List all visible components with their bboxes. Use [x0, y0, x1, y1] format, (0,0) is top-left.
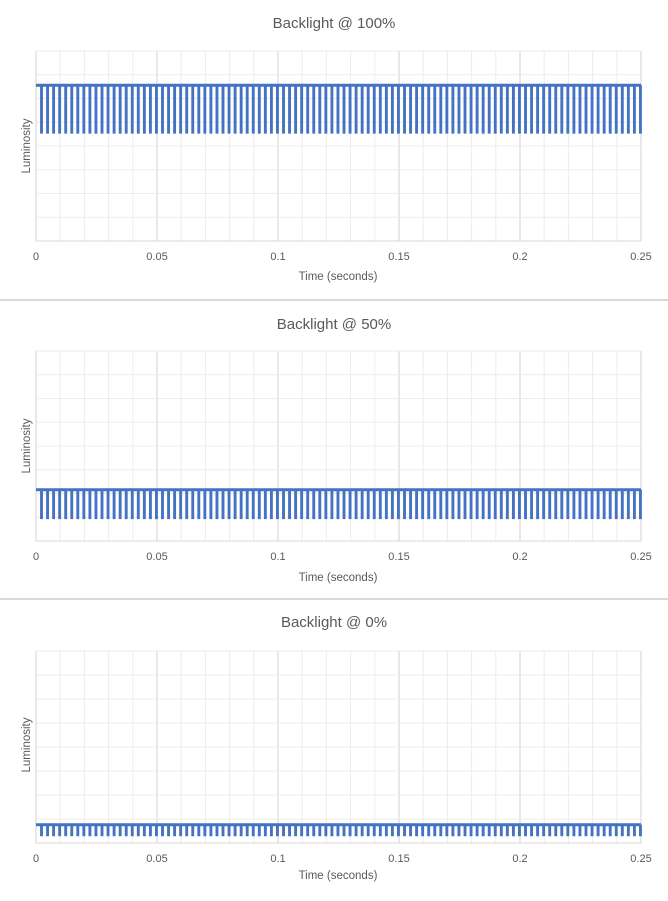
chart-panel-2: Backlight @ 50% 0 0.05 0.1 0.15 0.2 0.25 Time…: [0, 301, 668, 598]
x-tick-label: 0.2: [512, 251, 527, 263]
chart-panel-1: Backlight @ 100% 0 0.05 0.1 0.15 0.2 0.25 Tim…: [0, 0, 668, 299]
x-tick-label: 0.2: [512, 551, 527, 563]
x-tick-label: 0.05: [146, 251, 167, 263]
x-tick-label: 0.1: [270, 551, 285, 563]
chart-1-svg: Backlight @ 100% 0 0.05 0.1 0.15 0.2 0.25 Tim…: [21, 15, 652, 283]
chart-1-series: [36, 83, 642, 134]
chart-3-svg: Backlight @ 0% 0 0.05 0.1 0.15 0.2 0.25 Time …: [21, 614, 652, 882]
chart-3-xlabel: Time (seconds): [299, 870, 378, 882]
chart-2-xlabel: Time (seconds): [299, 572, 378, 584]
x-tick-label: 0: [33, 251, 39, 263]
chart-3-title: Backlight @ 0%: [281, 614, 387, 631]
x-tick-label: 0.25: [630, 251, 651, 263]
chart-1-xlabel: Time (seconds): [299, 271, 378, 283]
x-tick-label: 0.25: [630, 853, 651, 865]
panel-divider-1: [0, 299, 668, 301]
chart-3-series: [36, 823, 642, 837]
x-tick-label: 0.15: [388, 251, 409, 263]
chart-1-x-ticks: 0 0.05 0.1 0.15 0.2 0.25: [33, 251, 652, 263]
chart-2-title: Backlight @ 50%: [277, 316, 391, 333]
x-tick-label: 0.2: [512, 853, 527, 865]
x-tick-label: 0.05: [146, 853, 167, 865]
x-tick-label: 0.1: [270, 853, 285, 865]
x-tick-label: 0.05: [146, 551, 167, 563]
x-tick-label: 0.25: [630, 551, 651, 563]
chart-3-ylabel: Luminosity: [21, 717, 33, 772]
chart-2-x-ticks: 0 0.05 0.1 0.15 0.2 0.25: [33, 551, 652, 563]
luminosity-series-line: [36, 488, 642, 520]
luminosity-series-line: [36, 84, 642, 134]
chart-3-x-ticks: 0 0.05 0.1 0.15 0.2 0.25: [33, 853, 652, 865]
chart-1-grid: [35, 50, 642, 242]
chart-1-ylabel: Luminosity: [21, 118, 33, 173]
x-tick-label: 0.1: [270, 251, 285, 263]
x-tick-label: 0.15: [388, 551, 409, 563]
chart-2-ylabel: Luminosity: [21, 418, 33, 473]
chart-2-series: [36, 488, 642, 520]
chart-2-svg: Backlight @ 50% 0 0.05 0.1 0.15 0.2 0.25 Time…: [21, 316, 652, 584]
chart-panel-3: Backlight @ 0% 0 0.05 0.1 0.15 0.2 0.25 Time …: [0, 600, 668, 901]
chart-1-title: Backlight @ 100%: [273, 15, 396, 32]
x-tick-label: 0: [33, 551, 39, 563]
chart-3-grid: [35, 650, 642, 844]
x-tick-label: 0.15: [388, 853, 409, 865]
x-tick-label: 0: [33, 853, 39, 865]
panel-divider-2: [0, 598, 668, 600]
luminosity-series-line: [36, 823, 642, 837]
